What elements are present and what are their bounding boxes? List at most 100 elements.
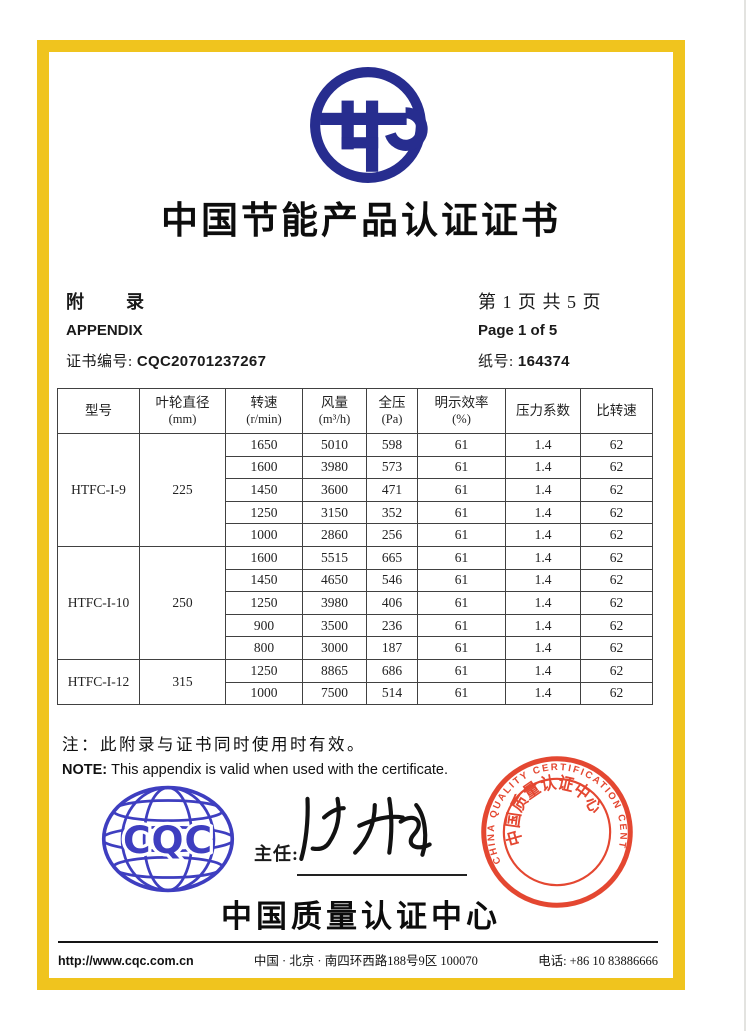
column-header: 明示效率 (%) <box>417 388 506 434</box>
table-row: 1250 3150 352 61 1.4 62 <box>58 500 653 525</box>
note-en-label: NOTE: <box>62 762 108 778</box>
value-cell: 1.4 <box>505 613 581 638</box>
page-info-block: 第 1 页 共 5 页 Page 1 of 5 纸号: 164374 <box>478 288 602 371</box>
value-cell: 800 <box>225 636 303 660</box>
value-cell: 3150 <box>302 500 367 525</box>
cqc-red-stamp: CHINA QUALITY CERTIFICATION CENTRE 中国质量认… <box>478 753 633 908</box>
value-cell: 546 <box>366 568 418 593</box>
value-cell: 62 <box>580 545 653 570</box>
column-header: 叶轮直径 (mm) <box>139 388 226 434</box>
value-cell: 1250 <box>225 658 303 683</box>
table-row: HTFC-I-12 315 1250 8865 686 61 1.4 62 <box>57 658 653 706</box>
value-cell: 61 <box>417 591 506 615</box>
value-cell: 3000 <box>302 636 367 660</box>
value-cell: 1.4 <box>505 545 581 570</box>
value-cell: 3980 <box>302 455 367 480</box>
appendix-label-en: APPENDIX <box>66 322 143 339</box>
organization-name: 中国质量认证中心 <box>221 899 501 934</box>
value-cell: 5010 <box>302 433 367 457</box>
spec-table-header: 型号 叶轮直径 (mm) 转速 (r/min) 风量 (m³/h) 全压 (Pa) 明示效率 (%)… <box>57 388 653 434</box>
value-cell: 1600 <box>225 455 303 480</box>
value-cell: 5515 <box>302 545 367 570</box>
column-header: 转速 (r/min) <box>225 388 303 434</box>
value-cell: 1.4 <box>505 500 581 525</box>
page-info-en: Page 1 of 5 <box>478 322 558 339</box>
value-cell: 61 <box>417 545 506 570</box>
appendix-header-block: 附 录 APPENDIX 证书编号: CQC20701237267 <box>66 288 266 371</box>
value-cell: 256 <box>366 523 418 547</box>
value-cell: 1.4 <box>505 455 581 480</box>
column-header: 型号 <box>57 388 140 434</box>
note-block: 注：此附录与证书同时使用时有效。 NOTE: This appendix is v… <box>62 731 448 778</box>
value-cell: 62 <box>580 500 653 525</box>
note-cn: 注：此附录与证书同时使用时有效。 <box>62 735 366 754</box>
page-info-cn: 第 1 页 共 5 页 <box>478 292 602 312</box>
appendix-label-cn: 附 录 <box>66 292 146 312</box>
table-row: 1450 4650 546 61 1.4 62 <box>58 568 653 593</box>
value-cell: 573 <box>366 455 418 480</box>
column-header: 全压 (Pa) <box>366 388 418 434</box>
value-cell: 187 <box>366 636 418 660</box>
value-cell: 62 <box>580 523 653 547</box>
stamp-text-en: CHINA QUALITY CERTIFICATION CENTRE <box>478 753 631 869</box>
value-cell: 62 <box>580 478 653 502</box>
value-cell: 2860 <box>302 523 367 547</box>
svg-text:CHINA QUALITY CERTIFICATION CE: CHINA QUALITY CERTIFICATION CENTRE <box>478 753 631 869</box>
diameter-cell: 315 <box>139 658 226 706</box>
paper-number-label: 纸号: <box>478 354 518 370</box>
value-cell: 61 <box>417 568 506 593</box>
spec-table: 型号 叶轮直径 (mm) 转速 (r/min) 风量 (m³/h) 全压 (Pa) 明示效率 (%)… <box>57 388 653 706</box>
value-cell: 4650 <box>302 568 367 593</box>
cqc-logo-text: CQC <box>123 818 213 862</box>
footer-divider <box>58 941 658 943</box>
footer-phone-label: 电话: <box>538 954 570 968</box>
column-header: 压力系数 <box>505 388 581 434</box>
table-row: 900 3500 236 61 1.4 62 <box>58 613 653 638</box>
value-cell: 352 <box>366 500 418 525</box>
paper-number-value: 164374 <box>517 353 570 370</box>
certificate-number-label: 证书编号: <box>66 354 137 370</box>
energy-saving-mark-icon <box>310 67 428 183</box>
table-row: 800 3000 187 61 1.4 62 <box>58 636 653 660</box>
value-cell: 1.4 <box>505 658 581 683</box>
value-cell: 62 <box>580 613 653 638</box>
value-cell: 1650 <box>225 433 303 457</box>
value-cell: 62 <box>580 591 653 615</box>
column-header: 比转速 <box>580 388 653 434</box>
footer-phone-value: +86 10 83886666 <box>569 954 658 968</box>
table-row: 1000 7500 514 61 1.4 62 <box>58 681 653 706</box>
value-cell: 62 <box>580 658 653 683</box>
certificate-number-line: 证书编号: CQC20701237267 <box>66 350 266 371</box>
model-cell: HTFC-I-12 <box>57 658 140 706</box>
cqc-globe-logo-icon: CQC <box>101 785 235 893</box>
certificate-number-value: CQC20701237267 <box>136 353 267 370</box>
value-cell: 686 <box>366 658 418 683</box>
value-cell: 1000 <box>225 681 303 706</box>
value-cell: 1250 <box>225 591 303 615</box>
note-en-text: This appendix is valid when used with th… <box>111 762 449 778</box>
value-cell: 62 <box>580 568 653 593</box>
value-cell: 61 <box>417 613 506 638</box>
value-cell: 62 <box>580 681 653 706</box>
value-cell: 1.4 <box>505 568 581 593</box>
value-cell: 3980 <box>302 591 367 615</box>
value-cell: 1.4 <box>505 433 581 457</box>
value-cell: 1.4 <box>505 591 581 615</box>
value-cell: 1.4 <box>505 681 581 706</box>
note-en: NOTE: This appendix is valid when used wi… <box>62 762 448 778</box>
value-cell: 8865 <box>302 658 367 683</box>
value-cell: 1250 <box>225 500 303 525</box>
value-cell: 406 <box>366 591 418 615</box>
value-cell: 62 <box>580 636 653 660</box>
value-cell: 61 <box>417 523 506 547</box>
value-cell: 61 <box>417 455 506 480</box>
spec-table-body: HTFC-I-9 225 1650 5010 598 61 1.4 62 1600 3980 573… <box>57 433 653 706</box>
value-cell: 665 <box>366 545 418 570</box>
value-cell: 61 <box>417 478 506 502</box>
table-row: HTFC-I-10 250 1600 5515 665 61 1.4 62 <box>57 545 653 660</box>
model-cell: HTFC-I-10 <box>57 545 140 660</box>
paper-number-line: 纸号: 164374 <box>478 350 602 371</box>
value-cell: 598 <box>366 433 418 457</box>
value-cell: 62 <box>580 433 653 457</box>
